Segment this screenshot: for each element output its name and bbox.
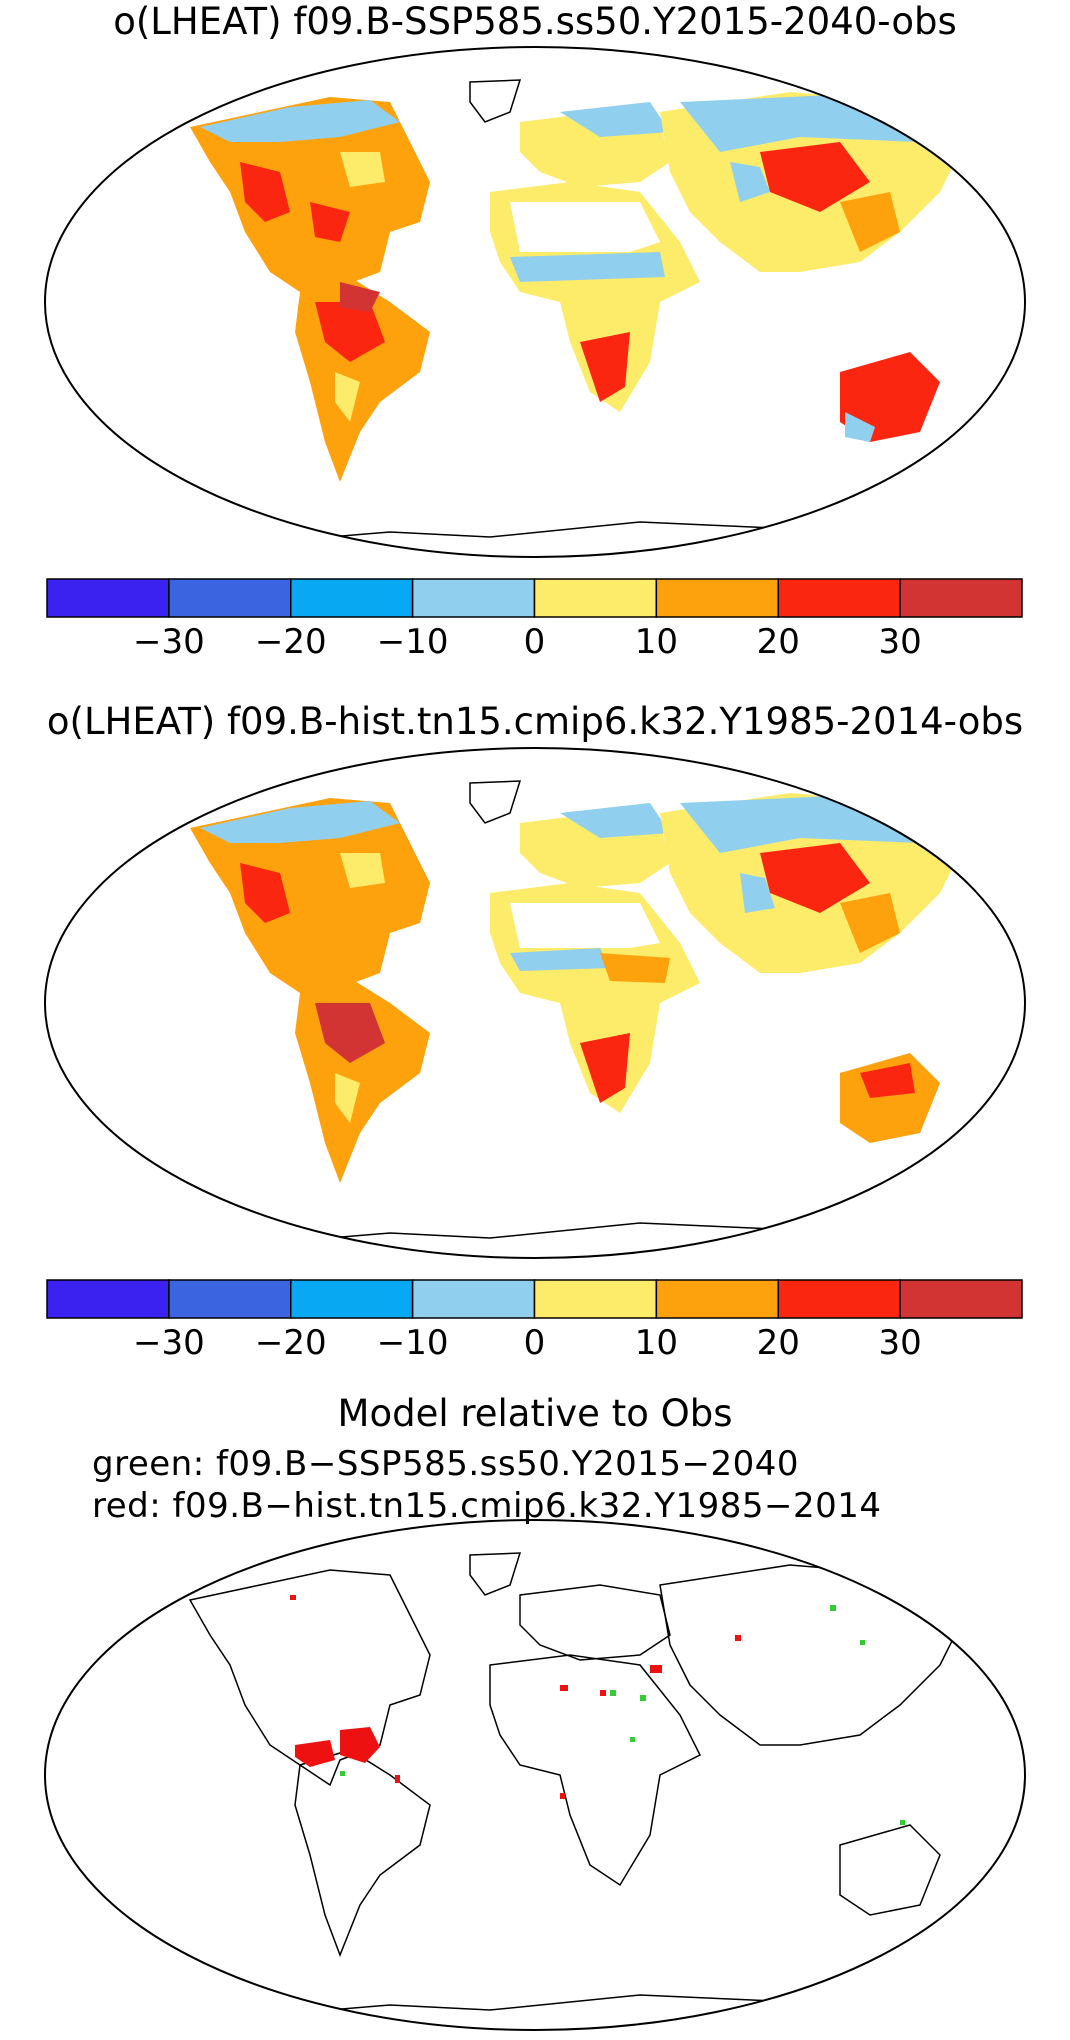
colorbar-swatch (46, 1279, 170, 1319)
colorbar-swatch (899, 1279, 1023, 1319)
map-panel-1 (44, 46, 1026, 558)
colorbar-swatch (655, 1279, 779, 1319)
colorbar-tick-label: 30 (878, 622, 921, 662)
greenland-outline (469, 1552, 522, 1596)
green-cells (340, 1605, 905, 1825)
colorbar-tick-label: 20 (757, 1323, 800, 1363)
colorbar-swatch (168, 1279, 292, 1319)
colorbar-swatch (46, 578, 170, 618)
colorbar-swatch (290, 1279, 414, 1319)
colorbar-swatch (168, 578, 292, 618)
north-america (190, 798, 430, 1013)
north-america-outline (188, 1569, 431, 1787)
colorbar-swatch (655, 578, 779, 618)
colorbar-tick-label: −30 (133, 622, 205, 662)
legend-green-label: green: f09.B−SSP585.ss50.Y2015−2040 (92, 1444, 799, 1484)
greenland (469, 79, 522, 123)
colorbar-swatch (777, 578, 901, 618)
asia-outline (659, 1564, 972, 1746)
south-america-outline (294, 1749, 431, 1958)
australia-outline (839, 1824, 941, 1916)
red-cells (290, 1595, 741, 1799)
greenland (469, 780, 522, 824)
colorbar-tick-label: −30 (133, 1323, 205, 1363)
panel-1-title: o(LHEAT) f09.B-SSP585.ss50.Y2015-2040-ob… (113, 0, 957, 43)
comparison-title: Model relative to Obs (337, 1392, 733, 1435)
colorbar-tick-label: 10 (635, 1323, 678, 1363)
australia (840, 352, 940, 442)
north-america (190, 97, 430, 312)
antarctica-outline (269, 1994, 901, 2016)
colorbar-swatch (411, 578, 536, 618)
legend-red-label: red: f09.B−hist.tn15.cmip6.k32.Y1985−201… (92, 1486, 882, 1526)
colorbar-swatch (533, 578, 658, 618)
colorbar-tick-label: 10 (635, 622, 678, 662)
colorbar-tick-label: −10 (377, 622, 449, 662)
colorbar-swatch (411, 1279, 536, 1319)
colorbar-tick-label: 0 (524, 622, 546, 662)
map-panel-3 (44, 1519, 1026, 2031)
colorbar-tick-label: 30 (878, 1323, 921, 1363)
colorbar-2-swatches (46, 1279, 1023, 1319)
colorbar-1: −30 −20 −10 0 10 20 30 (46, 578, 1023, 662)
australia (840, 1053, 940, 1143)
colorbar-tick-label: −20 (255, 622, 327, 662)
colorbar-tick-label: 0 (524, 1323, 546, 1363)
colorbar-1-ticks: −30 −20 −10 0 10 20 30 (133, 622, 922, 662)
colorbar-tick-label: −20 (255, 1323, 327, 1363)
africa-outline (489, 1654, 702, 1887)
colorbar-swatch (290, 578, 414, 618)
europe-outline (519, 1584, 671, 1661)
colorbar-2-ticks: −30 −20 −10 0 10 20 30 (133, 1323, 922, 1363)
colorbar-swatch (777, 1279, 901, 1319)
colorbar-tick-label: −10 (377, 1323, 449, 1363)
colorbar-tick-label: 20 (757, 622, 800, 662)
colorbar-swatch (899, 578, 1023, 618)
map-panel-2 (44, 747, 1026, 1259)
colorbar-2: −30 −20 −10 0 10 20 30 (46, 1279, 1023, 1363)
panel-2-title: o(LHEAT) f09.B-hist.tn15.cmip6.k32.Y1985… (46, 700, 1024, 743)
colorbar-swatch (533, 1279, 658, 1319)
colorbar-1-swatches (46, 578, 1023, 618)
